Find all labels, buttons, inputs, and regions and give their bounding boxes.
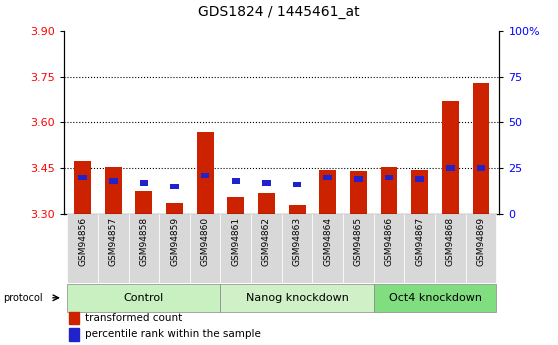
FancyBboxPatch shape [374, 214, 405, 283]
Bar [166, 203, 183, 214]
Bar [201, 173, 209, 178]
Bar [473, 83, 489, 214]
Bar [477, 166, 485, 171]
Bar [232, 178, 240, 184]
Text: GSM94862: GSM94862 [262, 217, 271, 266]
FancyBboxPatch shape [343, 214, 374, 283]
Text: GSM94860: GSM94860 [201, 217, 210, 266]
Bar [442, 101, 459, 214]
Bar [354, 176, 363, 182]
Text: protocol: protocol [3, 293, 43, 303]
Bar [170, 184, 179, 189]
Bar [136, 191, 152, 214]
Bar [258, 193, 275, 214]
FancyBboxPatch shape [405, 214, 435, 283]
Text: Oct4 knockdown: Oct4 knockdown [388, 293, 482, 303]
Bar [446, 166, 455, 171]
FancyBboxPatch shape [220, 214, 251, 283]
Text: GSM94858: GSM94858 [140, 217, 148, 266]
FancyBboxPatch shape [67, 284, 220, 313]
Text: GSM94857: GSM94857 [109, 217, 118, 266]
FancyBboxPatch shape [251, 214, 282, 283]
Text: Nanog knockdown: Nanog knockdown [246, 293, 349, 303]
Bar [415, 176, 424, 182]
Bar [319, 170, 336, 214]
Text: GSM94861: GSM94861 [232, 217, 240, 266]
FancyBboxPatch shape [374, 284, 497, 313]
Bar [140, 180, 148, 186]
Text: transformed count: transformed count [85, 313, 182, 323]
FancyBboxPatch shape [98, 214, 128, 283]
FancyBboxPatch shape [312, 214, 343, 283]
Bar [262, 180, 271, 186]
FancyBboxPatch shape [220, 284, 374, 313]
Bar [197, 132, 214, 214]
Bar [228, 197, 244, 214]
Bar [74, 160, 91, 214]
Text: GSM94863: GSM94863 [292, 217, 302, 266]
Text: GSM94859: GSM94859 [170, 217, 179, 266]
Text: GSM94868: GSM94868 [446, 217, 455, 266]
Bar [69, 328, 79, 341]
Text: GSM94865: GSM94865 [354, 217, 363, 266]
FancyBboxPatch shape [159, 214, 190, 283]
Text: GSM94866: GSM94866 [384, 217, 393, 266]
Text: Control: Control [124, 293, 164, 303]
Text: GSM94864: GSM94864 [323, 217, 332, 266]
Bar [78, 175, 87, 180]
FancyBboxPatch shape [128, 214, 159, 283]
Bar [69, 312, 79, 324]
Bar [109, 178, 118, 184]
Bar [105, 167, 122, 214]
FancyBboxPatch shape [190, 214, 220, 283]
Bar [324, 175, 332, 180]
Text: GDS1824 / 1445461_at: GDS1824 / 1445461_at [198, 5, 360, 19]
Bar [411, 170, 428, 214]
FancyBboxPatch shape [435, 214, 466, 283]
Bar [385, 175, 393, 180]
Text: GSM94856: GSM94856 [78, 217, 87, 266]
Bar [288, 205, 306, 214]
Text: GSM94869: GSM94869 [477, 217, 485, 266]
Bar [350, 171, 367, 214]
Text: GSM94867: GSM94867 [415, 217, 424, 266]
Bar [381, 167, 397, 214]
Bar [293, 182, 301, 187]
Text: percentile rank within the sample: percentile rank within the sample [85, 329, 261, 339]
FancyBboxPatch shape [67, 214, 98, 283]
FancyBboxPatch shape [282, 214, 312, 283]
FancyBboxPatch shape [466, 214, 497, 283]
